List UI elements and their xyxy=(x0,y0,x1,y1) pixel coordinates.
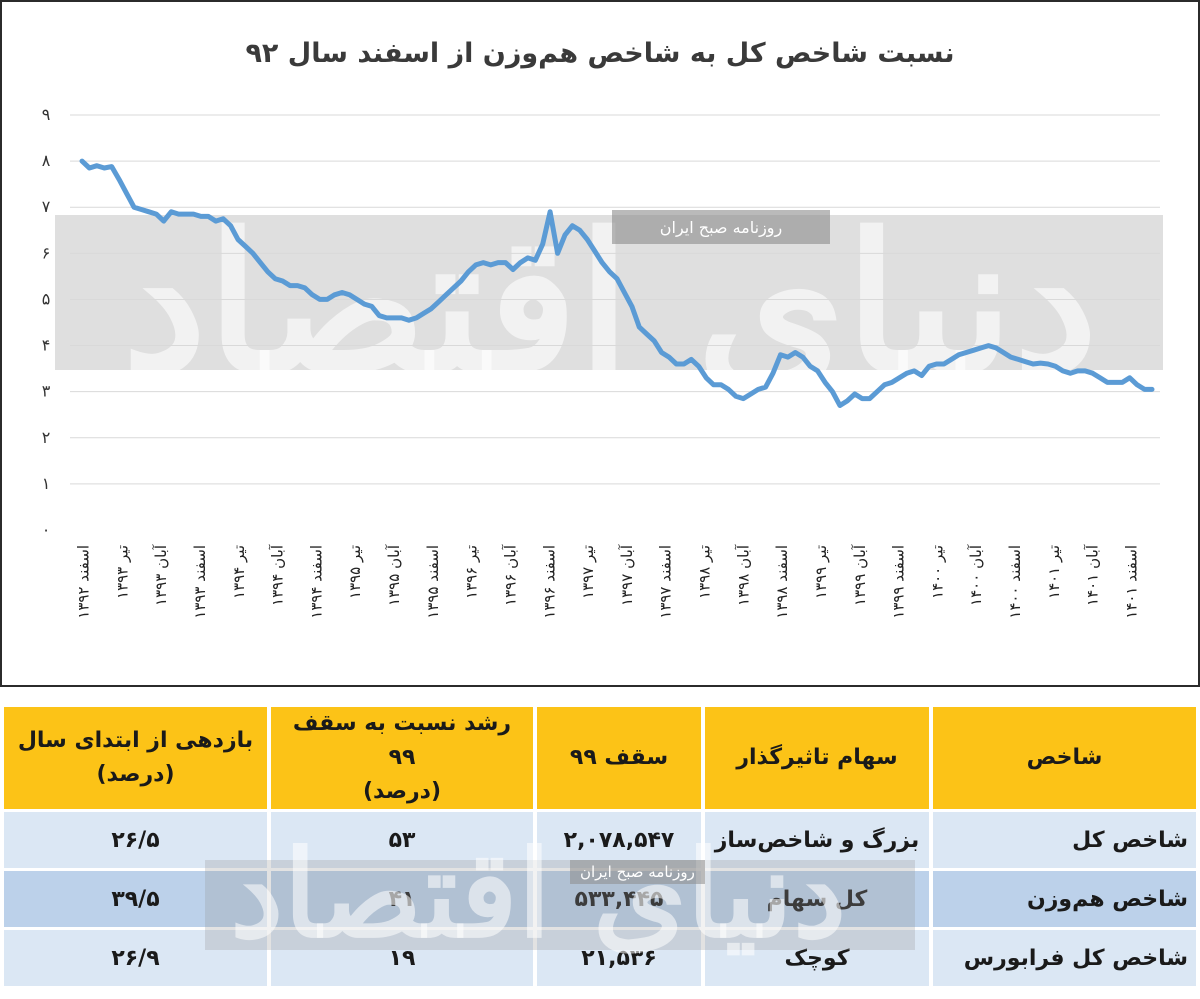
cell-index: شاخص هم‌وزن xyxy=(933,871,1196,928)
table-row: شاخص کل فرابورس کوچک ۲۱,۵۳۶ ۱۹ ۲۶/۹ xyxy=(4,930,1196,987)
x-tick-label: تیر ۱۳۹۴ xyxy=(230,545,248,599)
cell-peak: ۲۱,۵۳۶ xyxy=(537,930,701,987)
x-tick-label: تیر ۱۳۹۷ xyxy=(579,545,597,599)
table-row: شاخص هم‌وزن کل سهام ۵۳۳,۴۴۵ ۴۱ ۳۹/۵ xyxy=(4,871,1196,928)
x-tick-label: اسفند ۱۳۹۷ xyxy=(657,545,675,619)
x-tick-label: آبان ۱۳۹۹ xyxy=(851,544,869,606)
x-tick-label: اسفند ۱۳۹۸ xyxy=(773,545,791,619)
watermark-table-logo: دنیای اقتصاد xyxy=(230,824,847,965)
y-tick-label: ۱ xyxy=(42,474,51,493)
y-tick-label: ۵ xyxy=(42,289,51,308)
x-tick-label: اسفند ۱۴۰۰ xyxy=(1006,545,1024,619)
y-tick-label: ۳ xyxy=(42,382,51,401)
cell-index: شاخص کل xyxy=(933,812,1196,869)
header-yield: بازدهی از ابتدای سال (درصد) xyxy=(4,707,267,810)
watermark-table-tag: روزنامه صبح ایران xyxy=(570,860,705,884)
cell-yield: ۲۶/۹ xyxy=(4,930,267,987)
x-tick-label: تیر ۱۳۹۵ xyxy=(346,545,364,599)
y-tick-label: ۲ xyxy=(42,428,51,447)
x-tick-label: آبان ۱۳۹۸ xyxy=(734,544,752,606)
cell-stocks: کوچک xyxy=(705,930,929,987)
watermark-tag: روزنامه صبح ایران xyxy=(660,218,783,238)
x-tick-label: آبان ۱۴۰۱ xyxy=(1084,544,1102,606)
cell-growth: ۱۹ xyxy=(271,930,533,987)
cell-stocks: بزرگ و شاخص‌ساز xyxy=(705,812,929,869)
y-tick-label: ۹ xyxy=(42,105,51,124)
x-tick-label: تیر ۱۴۰۱ xyxy=(1045,545,1063,599)
table-header-row: شاخص سهام تاثیرگذار سقف ۹۹ رشد نسبت به س… xyxy=(4,707,1196,810)
y-tick-label: ۸ xyxy=(42,151,51,170)
cell-growth: ۵۳ xyxy=(271,812,533,869)
cell-peak: ۲,۰۷۸,۵۴۷ xyxy=(537,812,701,869)
x-tick-label: آبان ۱۳۹۴ xyxy=(269,544,287,606)
y-tick-label: ۷ xyxy=(42,197,51,216)
line-chart: دنیای اقتصاد روزنامه صبح ایران نسبت شاخص… xyxy=(42,38,1163,619)
x-tick-label: تیر ۱۴۰۰ xyxy=(928,545,946,599)
x-tick-label: تیر ۱۳۹۹ xyxy=(812,545,830,599)
x-tick-label: اسفند ۱۳۹۴ xyxy=(307,545,325,619)
cell-index: شاخص کل فرابورس xyxy=(933,930,1196,987)
x-tick-label: آبان ۱۴۰۰ xyxy=(967,544,985,606)
watermark-table-band xyxy=(205,860,915,950)
header-index: شاخص xyxy=(933,707,1196,810)
data-table: شاخص سهام تاثیرگذار سقف ۹۹ رشد نسبت به س… xyxy=(0,704,1200,989)
x-tick-label: تیر ۱۳۹۸ xyxy=(696,545,714,599)
x-tick-label: آبان ۱۳۹۵ xyxy=(385,544,403,606)
table-row: شاخص کل بزرگ و شاخص‌ساز ۲,۰۷۸,۵۴۷ ۵۳ ۲۶/… xyxy=(4,812,1196,869)
x-tick-label: اسفند ۱۳۹۵ xyxy=(424,545,442,619)
series-line xyxy=(79,158,1155,408)
cell-yield: ۳۹/۵ xyxy=(4,871,267,928)
x-tick-label: آبان ۱۳۹۷ xyxy=(618,544,636,606)
x-tick-label: اسفند ۱۳۹۹ xyxy=(890,545,908,619)
x-tick-label: اسفند ۱۳۹۶ xyxy=(540,545,558,619)
y-tick-label: ۰ xyxy=(42,520,51,539)
x-tick-label: اسفند ۱۴۰۱ xyxy=(1123,545,1141,619)
watermark-logo: دنیای اقتصاد روزنامه صبح ایران xyxy=(55,192,1163,415)
x-tick-label: تیر ۱۳۹۳ xyxy=(113,545,131,599)
header-stocks: سهام تاثیرگذار xyxy=(705,707,929,810)
cell-stocks: کل سهام xyxy=(705,871,929,928)
chart-title: نسبت شاخص کل به شاخص هم‌وزن از اسفند سال… xyxy=(245,38,954,69)
x-tick-label: اسفند ۱۳۹۳ xyxy=(191,545,209,619)
y-tick-label: ۶ xyxy=(42,243,51,262)
cell-growth: ۴۱ xyxy=(271,871,533,928)
cell-yield: ۲۶/۵ xyxy=(4,812,267,869)
x-tick-label: اسفند ۱۳۹۲ xyxy=(75,545,93,619)
watermark-logo-text: دنیای اقتصاد xyxy=(122,192,1098,415)
x-tick-label: تیر ۱۳۹۶ xyxy=(463,545,481,599)
header-peak: سقف ۹۹ xyxy=(537,707,701,810)
header-growth: رشد نسبت به سقف ۹۹ (درصد) xyxy=(271,707,533,810)
x-tick-label: آبان ۱۳۹۶ xyxy=(501,544,519,606)
y-tick-label: ۴ xyxy=(42,336,51,355)
x-tick-label: آبان ۱۳۹۳ xyxy=(152,544,170,606)
